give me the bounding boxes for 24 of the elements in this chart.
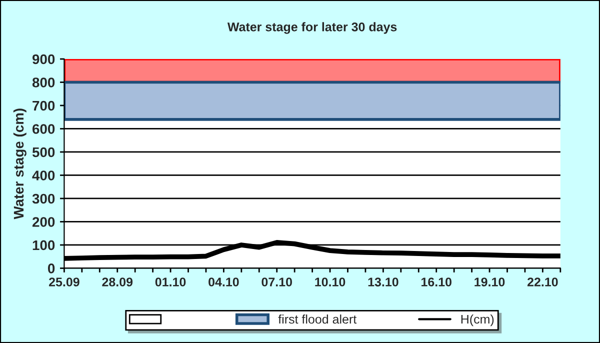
y-tick-label: 500 (32, 147, 55, 158)
x-tick-label: 25.09 (48, 278, 80, 286)
x-tick-label: 22.10 (527, 278, 558, 286)
y-tick-label: 0 (48, 264, 55, 274)
x-tick-label: 13.10 (368, 278, 398, 286)
y-tick-label: 400 (32, 170, 55, 180)
y-axis-title: Water stage (cm) (13, 108, 26, 220)
y-tick-label: 900 (32, 54, 55, 64)
y-tick-label: 600 (32, 124, 55, 134)
y-tick-label: 200 (32, 217, 55, 227)
x-tick-label: 10.10 (315, 278, 346, 286)
y-tick-label: 800 (32, 78, 55, 88)
x-tick-label: 16.10 (422, 278, 452, 286)
legend-label: H(cm) (461, 314, 494, 326)
y-tick-label: 300 (32, 194, 55, 204)
x-tick-label: 28.09 (102, 278, 133, 286)
x-tick-label: 07.10 (262, 278, 292, 286)
chart-title: Water stage for later 30 days (227, 22, 397, 34)
x-tick-label: 19.10 (474, 278, 505, 286)
legend-label: first flood alert (278, 314, 357, 324)
y-tick-label: 100 (32, 240, 55, 250)
x-tick-label: 01.10 (155, 278, 186, 286)
x-tick-label: 04.10 (208, 278, 239, 286)
y-tick-label: 700 (32, 100, 55, 111)
